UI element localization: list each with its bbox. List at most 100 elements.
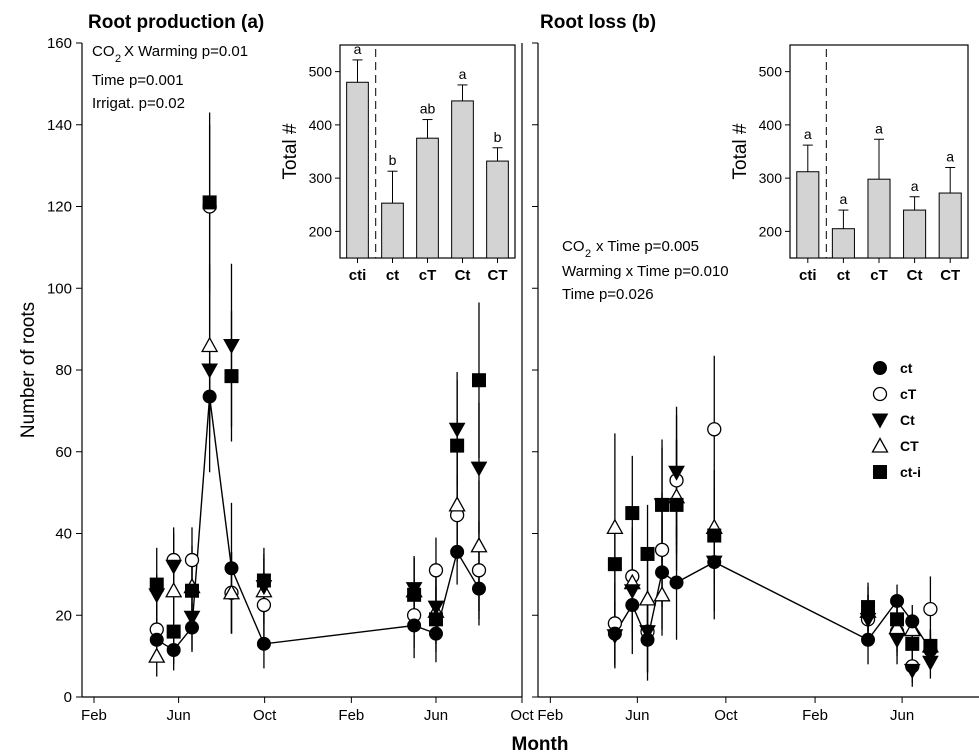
point-ct [407, 618, 422, 633]
point-cT [428, 563, 444, 578]
point-ct-i [890, 612, 905, 627]
panel-a-ann-line1: X Warming p=0.01 [124, 43, 248, 60]
x-tick-label: Oct [714, 707, 738, 724]
point-ct-i [185, 583, 199, 598]
y-tick-label: 100 [47, 280, 72, 297]
point-CT [653, 585, 671, 602]
x-axis-title: Month [512, 734, 569, 755]
x-tick-label: Oct [253, 707, 277, 724]
inset-letter: a [911, 178, 919, 194]
panel-b-title: Root loss (b) [540, 12, 656, 33]
x-tick-label: Feb [338, 707, 364, 724]
inset-letter: a [946, 148, 954, 164]
point-ct [625, 598, 640, 613]
point-CT [638, 590, 657, 606]
inset-bar-cT [867, 178, 891, 259]
panel-a-title: Root production (a) [88, 12, 264, 33]
point-ct-i [905, 636, 920, 651]
legend-label-ct: ct [900, 360, 913, 376]
inset-y-tick-label: 300 [759, 170, 783, 186]
point-Ct [448, 422, 466, 438]
x-tick-label: Jun [167, 707, 191, 724]
series-line-ct [156, 396, 480, 651]
panel-a-plot: 0 20 40 60 80 100 120 140 160 Feb Jun Oct Feb Jun Oct [47, 35, 535, 724]
panel-b-plot: Feb Jun Oct Feb Jun [521, 42, 979, 724]
y-axis-title: Number of roots [18, 302, 39, 438]
legend-marker-cT [872, 386, 888, 402]
x-tick-label: Jun [890, 707, 914, 724]
inset-category-CT: CT [488, 267, 508, 284]
point-ct [149, 632, 164, 647]
legend: ct cT Ct CT ct-i [871, 360, 921, 480]
point-cT [256, 597, 272, 613]
point-Ct [623, 584, 641, 600]
point-CT [165, 581, 183, 598]
point-CT [201, 336, 219, 353]
inset-category-cti: cti [349, 267, 367, 284]
point-CT [606, 518, 624, 535]
point-CT [903, 620, 921, 637]
point-cT [654, 542, 670, 557]
x-tick-label: Jun [625, 707, 649, 724]
inset-bar-cti [796, 171, 820, 259]
legend-marker-ct-i [873, 465, 887, 479]
legend-label-Ct: Ct [900, 412, 915, 428]
inset-a: 200 300 400 500 Total # a cti b ct ab cT a Ct b CT [280, 41, 516, 284]
point-Ct [668, 465, 685, 481]
inset-y-tick-label: 400 [759, 117, 783, 133]
inset-category-ct: ct [837, 267, 850, 284]
y-tick-label: 140 [47, 117, 72, 134]
point-ct-i [669, 497, 684, 512]
point-Ct [427, 600, 445, 616]
point-ct [450, 544, 465, 559]
point-ct-i [607, 557, 622, 572]
legend-marker-ct [873, 361, 887, 375]
y-tick-label: 160 [47, 35, 72, 52]
point-Ct [922, 655, 939, 671]
point-ct [707, 555, 722, 570]
point-cT [184, 552, 200, 568]
inset-y-tick-label: 200 [309, 223, 333, 239]
inset-bar-ct [831, 228, 855, 259]
panel-b-ann-line1: x Time p=0.005 [596, 238, 699, 255]
point-ct [655, 565, 670, 580]
inset-b: 200 300 400 500 Total # a cti a ct a cT a Ct a CT [730, 44, 969, 284]
inset-bar-Ct [903, 209, 927, 259]
point-CT [448, 496, 466, 512]
inset-y-tick-label: 400 [309, 117, 333, 133]
inset-y-tick-label: 500 [759, 64, 783, 80]
point-ct [202, 389, 217, 404]
point-ct [669, 575, 684, 590]
inset-bar-cT [416, 137, 439, 259]
legend-marker-Ct [871, 413, 889, 429]
point-ct [607, 626, 622, 641]
point-ct-i [202, 195, 217, 210]
x-tick-label: Feb [537, 707, 563, 724]
x-tick-label: Feb [81, 707, 107, 724]
point-CT [148, 647, 166, 663]
point-ct-i [149, 577, 164, 592]
panel-b-ann-subscript: 2 [585, 248, 591, 260]
point-cT [707, 422, 722, 437]
panel-b-ann-co2-prefix: CO [562, 238, 585, 255]
point-ct [861, 632, 876, 647]
point-ct [224, 561, 239, 576]
inset-y-label: Total # [730, 123, 751, 179]
point-ct-i [450, 438, 465, 453]
panel-b-ann-line2: Warming x Time p=0.010 [562, 263, 729, 280]
inset-letter: a [804, 126, 812, 142]
point-ct [923, 642, 938, 657]
inset-category-Ct: Ct [455, 267, 471, 284]
y-tick-label: 120 [47, 199, 72, 216]
x-tick-label: Jun [424, 707, 448, 724]
point-Ct [888, 633, 906, 649]
point-Ct [183, 610, 201, 626]
inset-letter: ab [420, 101, 436, 117]
y-tick-label: 0 [64, 689, 72, 706]
point-ct-i [655, 497, 670, 512]
point-cT [471, 563, 487, 578]
point-ct-i [625, 506, 640, 521]
y-tick-label: 40 [55, 526, 72, 543]
point-ct [256, 636, 271, 651]
inset-letter: b [494, 129, 502, 145]
